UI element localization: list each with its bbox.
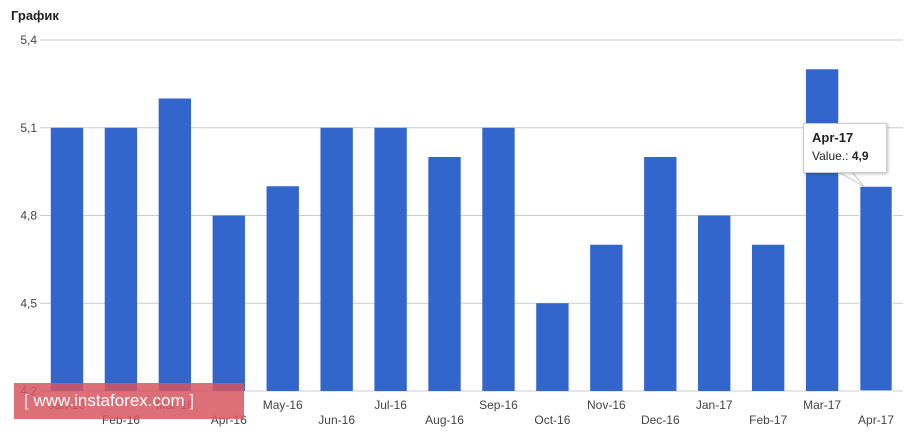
tooltip-title: Apr-17 <box>812 130 854 145</box>
tooltip-value-label: Value.: <box>812 149 849 163</box>
bar <box>751 244 785 391</box>
bar <box>374 127 407 391</box>
x-tick-label: Oct-16 <box>534 413 570 427</box>
x-tick-label: Apr-17 <box>858 413 894 427</box>
y-tick-label: 4,5 <box>20 296 37 310</box>
y-tick-label: 4,8 <box>20 209 37 223</box>
bar <box>266 186 299 391</box>
watermark-open-bracket: [ <box>24 391 29 410</box>
tooltip-pointer <box>837 171 865 187</box>
y-tick-label: 5,4 <box>20 33 37 47</box>
x-tick-label: May-16 <box>263 398 303 412</box>
tooltip: Apr-17 Value.: 4,9 <box>803 123 887 173</box>
bar <box>50 127 84 391</box>
bar <box>644 157 677 391</box>
chart-title: График <box>11 8 59 23</box>
watermark-text: www.instaforex.com <box>33 391 185 410</box>
bar <box>698 215 731 391</box>
x-tick-label: Sep-16 <box>479 398 518 412</box>
bar <box>536 303 569 391</box>
y-tick-label: 5,1 <box>20 121 37 135</box>
x-tick-label: Jul-16 <box>374 398 407 412</box>
bar <box>104 127 138 391</box>
x-tick-label: Feb-17 <box>749 413 787 427</box>
x-tick-label: Jan-17 <box>696 398 733 412</box>
bar <box>428 157 461 391</box>
bar <box>482 127 515 391</box>
watermark: [ www.instaforex.com ] <box>14 383 244 419</box>
x-tick-label: Nov-16 <box>587 398 626 412</box>
tooltip-value: 4,9 <box>851 149 869 163</box>
x-tick-label: Dec-16 <box>641 413 680 427</box>
bar <box>590 244 623 391</box>
x-tick-label: Jun-16 <box>318 413 355 427</box>
bar <box>320 127 353 391</box>
x-tick-label: Aug-16 <box>425 413 464 427</box>
x-tick-label: Mar-17 <box>803 398 841 412</box>
bar <box>212 215 245 391</box>
watermark-close-bracket: ] <box>189 391 195 410</box>
bar <box>158 98 192 391</box>
bar <box>859 185 893 392</box>
bar <box>805 69 839 391</box>
